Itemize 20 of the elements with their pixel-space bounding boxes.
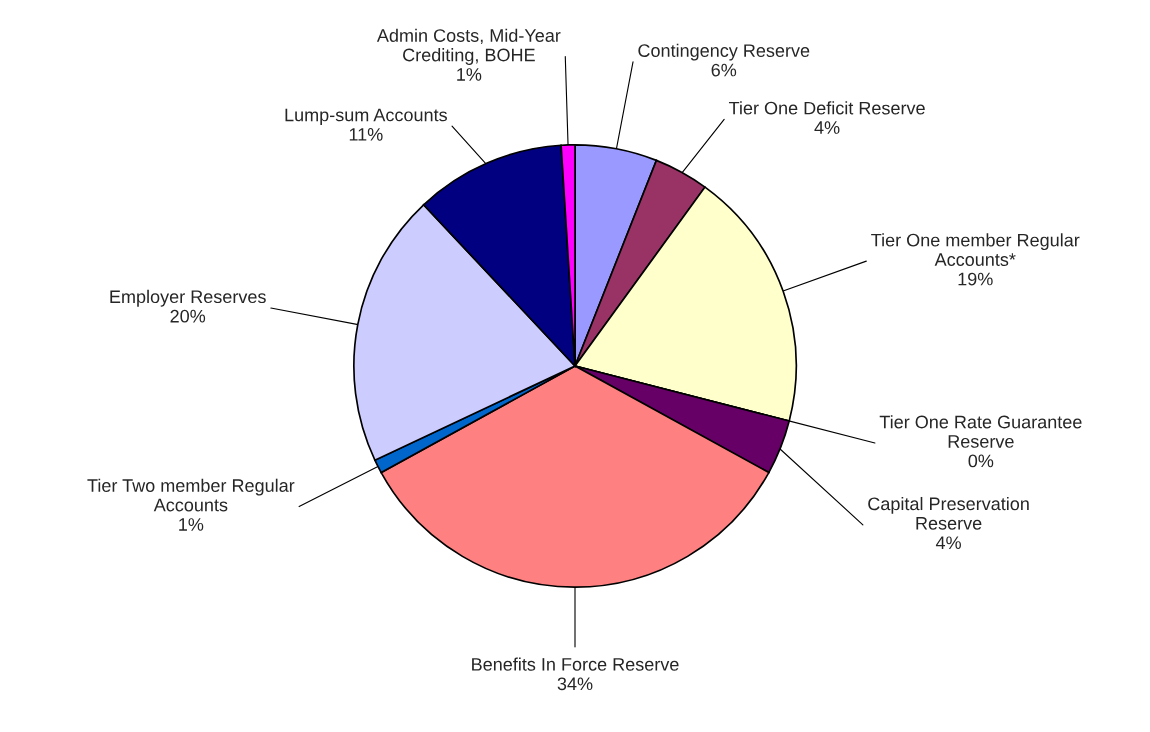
- data-label: 20%: [170, 309, 206, 323]
- slice-label: Tier One member Regular Accounts*: [871, 233, 1080, 266]
- data-label: 1%: [179, 518, 204, 531]
- data-label: 6%: [711, 63, 737, 77]
- slice-label: Contingency Reserve: [638, 43, 810, 61]
- data-label: 19%: [958, 272, 993, 286]
- text: 0%: [968, 454, 994, 468]
- slice-label: Capital Preservation Reserve: [868, 496, 1029, 530]
- slice-label: Lump-sum Accounts: [285, 108, 447, 125]
- data-label: 4%: [814, 121, 840, 134]
- slice-label: Admin Costs, Mid-Year Crediting, BOHE: [376, 28, 561, 65]
- slice-label: Employer Reserves: [110, 289, 266, 307]
- slice-label: Tier Two member Regular Accounts: [87, 478, 295, 512]
- data-label: 11%: [349, 128, 383, 141]
- data-label: 1%: [457, 68, 482, 81]
- legend-label: Tier One Rate Guarantee Reserve: [879, 415, 1082, 448]
- slice-label: Benefits In Force Reserve: [472, 657, 679, 671]
- slice-label: Tier One Deficit Reserve: [728, 101, 925, 115]
- data-label: 34%: [557, 677, 593, 691]
- data-label: 4%: [935, 536, 961, 550]
